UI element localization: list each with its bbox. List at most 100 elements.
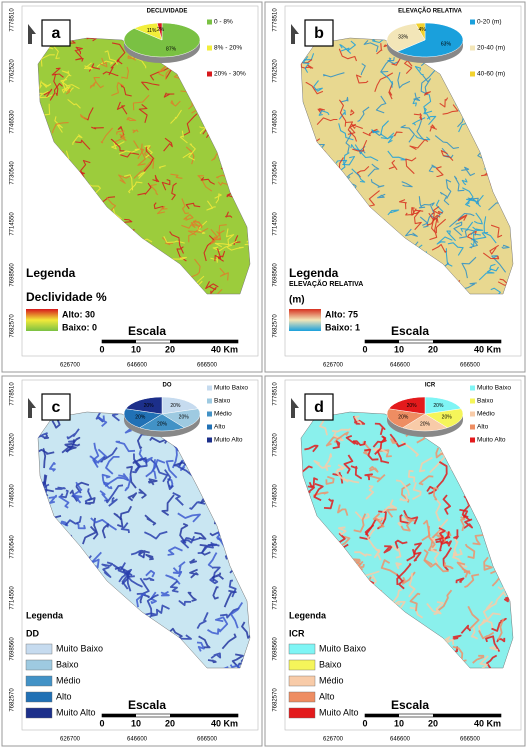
stream <box>217 250 226 262</box>
stream <box>323 72 345 78</box>
stream <box>170 173 183 179</box>
legend-label: Médio <box>56 675 81 685</box>
stream <box>485 635 501 653</box>
stream <box>489 244 499 255</box>
stream <box>225 228 235 246</box>
northing-label: 7778510 <box>273 382 279 406</box>
stream <box>438 589 453 611</box>
stream <box>167 478 174 489</box>
stream <box>188 143 196 161</box>
stream <box>428 212 439 223</box>
stream <box>496 637 506 643</box>
stream <box>435 539 449 545</box>
legend-title: Declividade % <box>26 290 107 304</box>
easting-label: 666500 <box>460 737 481 743</box>
legend-low: Baixo: 1 <box>325 322 360 332</box>
stream <box>405 228 418 237</box>
stream <box>338 109 346 120</box>
pie-legend-swatch <box>207 411 212 417</box>
stream <box>338 99 347 127</box>
stream <box>332 440 341 450</box>
stream <box>304 444 319 453</box>
stream <box>145 569 156 578</box>
stream <box>118 148 140 155</box>
easting-label: 626700 <box>60 737 81 743</box>
scale-label: 10 <box>131 718 141 728</box>
stream <box>367 528 381 554</box>
stream <box>127 492 138 502</box>
northing-label: 7746530 <box>273 110 279 134</box>
legend-label: Alto <box>319 691 335 701</box>
stream <box>467 197 480 205</box>
stream <box>337 504 349 516</box>
stream <box>466 230 477 240</box>
stream <box>160 590 170 597</box>
stream <box>452 634 462 640</box>
stream <box>429 124 438 132</box>
stream <box>411 548 422 562</box>
stream <box>313 482 324 502</box>
stream <box>371 129 380 133</box>
scale-bar-fill <box>170 340 238 343</box>
pie-slice <box>386 23 426 52</box>
stream <box>188 224 201 243</box>
stream <box>99 57 108 68</box>
stream <box>214 616 229 633</box>
stream <box>132 129 139 134</box>
map-frame <box>284 379 522 731</box>
stream <box>478 268 495 281</box>
stream <box>80 159 91 178</box>
stream <box>365 485 375 500</box>
stream <box>376 43 383 55</box>
stream <box>308 477 319 488</box>
stream <box>114 133 127 143</box>
stream <box>435 166 444 178</box>
stream <box>395 562 402 570</box>
scale-label: 40 Km <box>211 344 238 354</box>
stream <box>338 526 347 536</box>
stream <box>412 482 422 501</box>
panel-letter: c <box>52 399 61 416</box>
stream <box>461 166 476 177</box>
stream <box>354 415 363 426</box>
legend-unit: (m) <box>289 295 305 306</box>
northing-label: 7682570 <box>273 314 279 338</box>
stream <box>55 486 66 490</box>
map-frame <box>21 5 259 357</box>
stream <box>318 110 330 116</box>
scale-label: 40 Km <box>474 718 501 728</box>
stream <box>387 57 400 65</box>
legend-heading: Legenda <box>26 266 76 280</box>
stream <box>395 573 405 590</box>
stream <box>377 193 386 199</box>
stream <box>181 198 189 214</box>
stream <box>466 198 475 205</box>
stream <box>74 49 84 62</box>
stream <box>380 120 389 140</box>
northing-label: 7746530 <box>273 484 279 508</box>
easting-label: 646600 <box>390 737 411 743</box>
pie-legend-label: 40-60 (m) <box>477 71 505 78</box>
panel-letter-box <box>304 393 334 421</box>
pie-legend-label: Muito Baixo <box>214 385 248 392</box>
pie-legend-swatch <box>207 385 212 391</box>
stream <box>84 497 96 505</box>
stream <box>336 152 350 174</box>
scale-bar-fill <box>102 714 136 717</box>
pie-label: 20% <box>170 403 181 409</box>
north-arrow <box>28 398 36 418</box>
easting-label: 666500 <box>460 363 481 369</box>
stream <box>219 267 229 281</box>
stream <box>116 130 125 138</box>
scale-label: 40 Km <box>474 344 501 354</box>
stream <box>333 431 349 444</box>
stream <box>426 485 437 495</box>
legend-gradient <box>289 309 321 331</box>
stream <box>198 635 211 649</box>
scale-label: 40 Km <box>211 718 238 728</box>
stream <box>407 469 416 483</box>
stream <box>390 544 402 559</box>
north-arrow <box>291 24 299 44</box>
stream <box>405 157 417 175</box>
stream <box>225 211 233 218</box>
